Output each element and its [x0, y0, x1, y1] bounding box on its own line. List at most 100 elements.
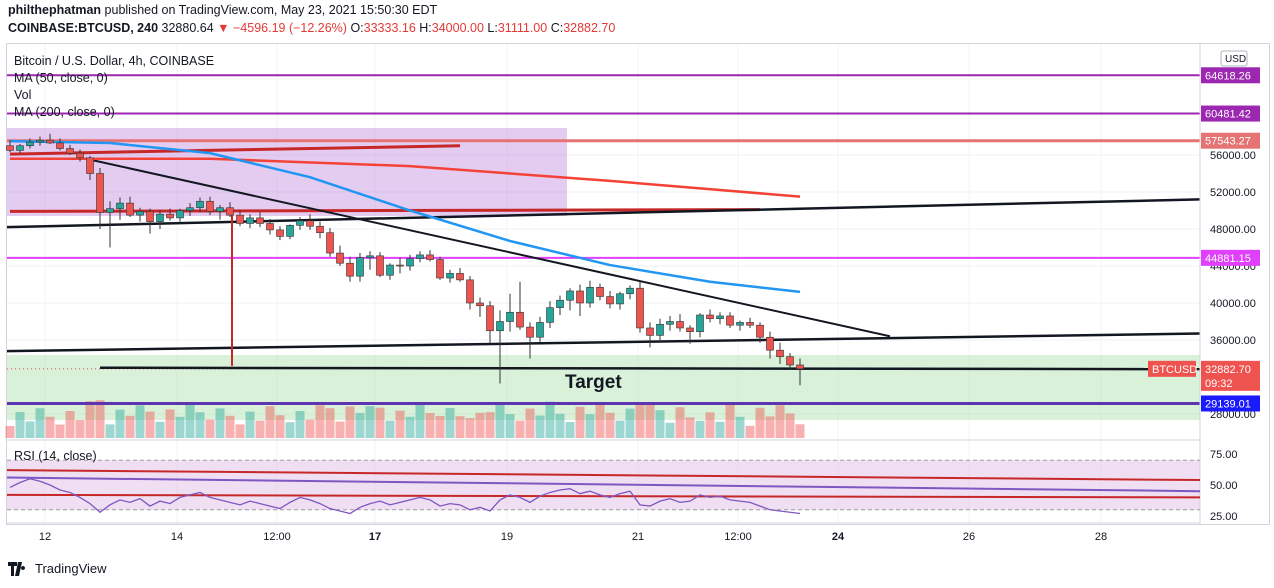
- volume-bar: [385, 420, 395, 438]
- candle-body: [496, 321, 504, 332]
- candle-body: [346, 262, 354, 277]
- x-tick-label: 12: [39, 531, 51, 543]
- price-label-64618-bg: [1201, 67, 1260, 84]
- rsi-tick-label: 75.00: [1210, 449, 1238, 461]
- candle-body: [686, 327, 694, 332]
- volume-bar: [395, 410, 405, 438]
- trend-line: [6, 332, 1201, 353]
- volume-bar: [215, 408, 225, 438]
- trend-line: [9, 208, 761, 213]
- high-value: 34000.00: [431, 21, 484, 35]
- tradingview-logo-icon[interactable]: [8, 561, 30, 576]
- volume-bar: [105, 424, 115, 438]
- volume-bar: [95, 400, 105, 438]
- rsi-tick-label: 50.00: [1210, 480, 1238, 492]
- grid: [7, 44, 1200, 523]
- candle-body: [656, 323, 664, 336]
- footer-brand[interactable]: TradingView: [35, 561, 107, 576]
- volume-bar: [665, 422, 675, 438]
- volume-bar: [755, 407, 765, 438]
- volume-bars: [5, 400, 805, 438]
- volume-bar: [595, 403, 605, 438]
- candle-body: [406, 258, 414, 267]
- ma200-line: [10, 157, 801, 198]
- volume-bar: [455, 416, 465, 438]
- y-tick-label: 56000.00: [1210, 150, 1256, 162]
- usd-tag: [1220, 50, 1248, 67]
- publish-info: philthephatman published on TradingView.…: [8, 3, 437, 17]
- candle-body: [466, 279, 474, 304]
- candle-body: [486, 305, 494, 332]
- candle-body: [16, 145, 24, 151]
- candle-body: [586, 286, 594, 304]
- volume-bar: [85, 401, 95, 438]
- volume-bar: [335, 421, 345, 438]
- y-tick-label: 36000.00: [1210, 335, 1256, 347]
- volume-bar: [465, 418, 475, 438]
- x-tick-label: 28: [1095, 531, 1107, 543]
- candle-body: [126, 202, 134, 216]
- volume-bar: [265, 406, 275, 438]
- candle-body: [696, 314, 704, 332]
- candle-body: [396, 264, 404, 267]
- volume-bar: [725, 405, 735, 438]
- price-label-44881: 44881.15: [1205, 253, 1251, 265]
- volume-bar: [235, 424, 245, 438]
- volume-bar: [495, 405, 505, 438]
- candle-body: [206, 200, 214, 212]
- price-label-44881-bg: [1201, 249, 1260, 266]
- y-tick-label: 52000.00: [1210, 187, 1256, 199]
- candle-body: [576, 290, 584, 304]
- candle-body: [6, 145, 14, 151]
- candle-body: [286, 225, 294, 237]
- candle-body: [796, 364, 804, 370]
- legend-title: Bitcoin / U.S. Dollar, 4h, COINBASE: [14, 54, 214, 68]
- volume-bar: [75, 420, 85, 438]
- y-tick-label: 48000.00: [1210, 224, 1256, 236]
- volume-bar: [165, 409, 175, 438]
- volume-bar: [505, 414, 515, 438]
- rsi-trend-mid: [6, 476, 1201, 493]
- volume-bar: [15, 412, 25, 438]
- candle-body: [276, 229, 284, 237]
- candle-body: [56, 142, 64, 149]
- price-label-29139: 29139.01: [1205, 398, 1251, 410]
- low-label: L:: [487, 21, 498, 35]
- candle-body: [136, 211, 144, 216]
- candle-body: [536, 322, 544, 338]
- rsi-pane: 75.00 50.00 25.00: [6, 449, 1238, 523]
- volume-bar: [305, 419, 315, 438]
- volume-bar: [185, 404, 195, 438]
- candle-body: [546, 307, 554, 323]
- published-text: published on TradingView.com, May 23, 20…: [104, 3, 438, 17]
- volume-bar: [525, 408, 535, 438]
- candle-body: [786, 356, 794, 366]
- volume-bar: [765, 416, 775, 438]
- volume-bar: [145, 411, 155, 438]
- candle-body: [506, 311, 514, 322]
- volume-bar: [475, 412, 485, 438]
- volume-bar: [575, 406, 585, 438]
- candle-body: [556, 299, 564, 308]
- author-name[interactable]: philthephatman: [8, 3, 102, 17]
- x-tick-label: 12:00: [724, 531, 752, 543]
- ma50-line: [9, 139, 801, 294]
- candle-body: [416, 254, 424, 259]
- candle-body: [666, 321, 674, 325]
- trend-line: [99, 366, 1201, 371]
- candle-body: [266, 223, 274, 231]
- volume-bar: [205, 419, 215, 438]
- candle-body: [606, 296, 614, 305]
- volume-bar: [315, 405, 325, 438]
- volume-bar: [625, 408, 635, 438]
- symbol-label: COINBASE:BTCUSD, 240: [8, 21, 159, 35]
- candle-body: [646, 327, 654, 336]
- legend-rsi: RSI (14, close): [14, 449, 97, 463]
- volume-bar: [295, 411, 305, 438]
- candles: [6, 133, 804, 386]
- symbol-tag: BTCUSD: [1152, 364, 1197, 376]
- candle-body: [476, 302, 484, 307]
- volume-bar: [285, 422, 295, 438]
- volume-bar: [125, 415, 135, 438]
